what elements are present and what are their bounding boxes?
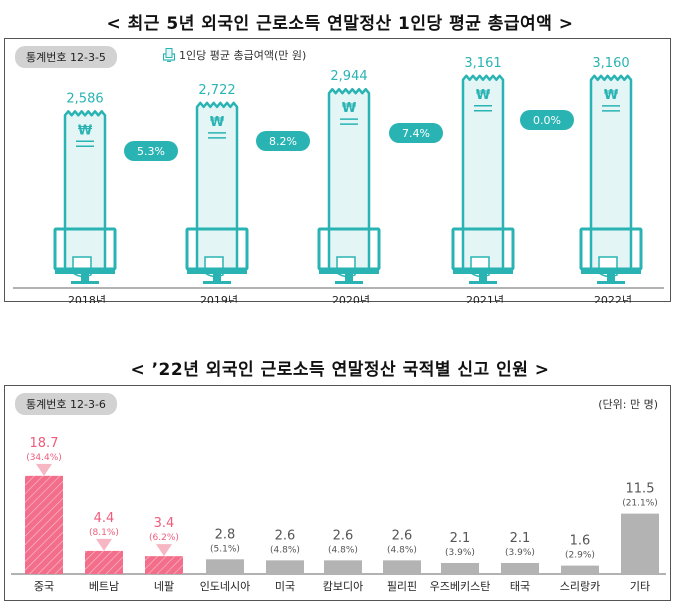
won-symbol-icon: ₩: [210, 115, 225, 130]
bar: [441, 562, 479, 574]
growth-rate-badge: 7.4%: [389, 123, 443, 143]
value-label: 2.1: [510, 531, 531, 546]
share-label: (21.1%): [622, 499, 658, 509]
bar: [621, 513, 659, 574]
pointer-triangle-icon: [156, 544, 172, 557]
won-symbol-icon: ₩: [78, 123, 93, 138]
monitor-icon: [579, 227, 643, 284]
category-label: 2022년: [594, 294, 632, 303]
share-label: (4.8%): [328, 545, 358, 555]
category-label: 중국: [34, 580, 54, 593]
value-label: 2.6: [392, 528, 413, 543]
value-label: 4.4: [94, 511, 115, 526]
won-symbol-icon: ₩: [476, 88, 491, 103]
chart2-title: < ’22년 외국인 근로소득 연말정산 국적별 신고 인원 >: [130, 360, 550, 380]
chart1-legend: 1인당 평균 총급여액(만 원): [163, 47, 306, 63]
share-label: (34.4%): [26, 453, 62, 463]
bar: [25, 475, 63, 574]
bar: [266, 560, 304, 574]
bar: [324, 560, 362, 574]
pointer-triangle-icon: [96, 538, 112, 551]
monitor-receipt-icon: [163, 48, 175, 62]
receipt-bar: ₩: [589, 74, 633, 278]
category-label: 기타: [630, 580, 650, 593]
chart1-svg: ₩2,586 2018년 ₩2,722 2019년 ₩2,944 2020년 ₩3,161 2…: [13, 56, 664, 303]
share-label: (6.2%): [149, 533, 179, 543]
svg-text:5.3%: 5.3%: [137, 145, 165, 158]
category-label: 2018년: [68, 294, 106, 303]
category-label: 인도네시아: [200, 580, 251, 593]
category-label: 태국: [510, 580, 530, 593]
bar: [145, 556, 183, 574]
monitor-icon: [53, 227, 117, 284]
chart1-panel: 통계번호 12-3-5 1인당 평균 총급여액(만 원) ₩2,586 2018년…: [4, 38, 671, 303]
category-label: 베트남: [89, 580, 119, 593]
value-label: 2.6: [333, 528, 354, 543]
bar: [561, 565, 599, 574]
share-label: (3.9%): [505, 548, 535, 558]
won-symbol-icon: ₩: [604, 88, 619, 103]
value-label: 2.8: [215, 527, 236, 542]
value-label: 2,586: [66, 91, 103, 106]
value-label: 3,160: [592, 56, 629, 71]
category-label: 캄보디아: [323, 580, 363, 593]
growth-rate-badge: 0.0%: [520, 110, 574, 130]
value-label: 3,161: [464, 56, 501, 71]
value-label: 2,944: [330, 69, 367, 84]
chart2-unit-label: (단위: 만 명): [598, 398, 658, 411]
value-label: 18.7: [30, 436, 59, 451]
svg-text:7.4%: 7.4%: [402, 127, 430, 140]
chart2-panel: 통계번호 12-3-6 (단위: 만 명) 18.7 (34.4%) 중국 4.4 (8…: [4, 385, 671, 601]
category-label: 2020년: [332, 294, 370, 303]
monitor-icon: [185, 227, 249, 284]
share-label: (2.9%): [565, 551, 595, 561]
category-label: 스리랑카: [560, 580, 600, 593]
won-symbol-icon: ₩: [342, 101, 357, 116]
value-label: 1.6: [570, 534, 591, 549]
growth-rate-badge: 8.2%: [256, 131, 310, 151]
value-label: 2.1: [450, 531, 471, 546]
chart1-title: < 최근 5년 외국인 근로소득 연말정산 1인당 평균 총급여액 >: [106, 14, 574, 34]
chart1-legend-label: 1인당 평균 총급여액(만 원): [179, 49, 307, 62]
category-label: 2019년: [200, 294, 238, 303]
receipt-bar: ₩: [327, 87, 371, 278]
share-label: (5.1%): [210, 544, 240, 554]
value-label: 2.6: [275, 528, 296, 543]
monitor-icon: [317, 227, 381, 284]
chart2-stat-number-badge: 통계번호 12-3-6: [15, 393, 117, 415]
bar: [383, 560, 421, 574]
share-label: (4.8%): [387, 545, 417, 555]
chart2-svg: 18.7 (34.4%) 중국 4.4 (8.1%) 베트남 3.4 (6.2%) 네팔 2.8 (…: [11, 436, 666, 593]
category-label: 2021년: [466, 294, 504, 303]
monitor-icon: [451, 227, 515, 284]
growth-rate-badge: 5.3%: [124, 141, 178, 161]
receipt-bar: ₩: [63, 110, 107, 278]
receipt-bar: ₩: [195, 101, 239, 278]
receipt-bar: ₩: [461, 74, 505, 278]
share-label: (3.9%): [445, 548, 475, 558]
pointer-triangle-icon: [36, 463, 52, 476]
share-label: (8.1%): [89, 528, 119, 538]
bar: [85, 550, 123, 574]
chart1-stat-number-badge: 통계번호 12-3-5: [15, 46, 117, 68]
category-label: 필리핀: [387, 580, 417, 593]
value-label: 11.5: [626, 482, 655, 497]
bar: [206, 559, 244, 574]
value-label: 3.4: [154, 516, 175, 531]
svg-text:0.0%: 0.0%: [533, 114, 561, 127]
category-label: 미국: [275, 580, 295, 593]
category-label: 네팔: [154, 580, 174, 593]
value-label: 2,722: [198, 83, 235, 98]
bar: [501, 562, 539, 574]
svg-text:8.2%: 8.2%: [269, 135, 297, 148]
share-label: (4.8%): [270, 545, 300, 555]
category-label: 우즈베키스탄: [430, 580, 491, 593]
